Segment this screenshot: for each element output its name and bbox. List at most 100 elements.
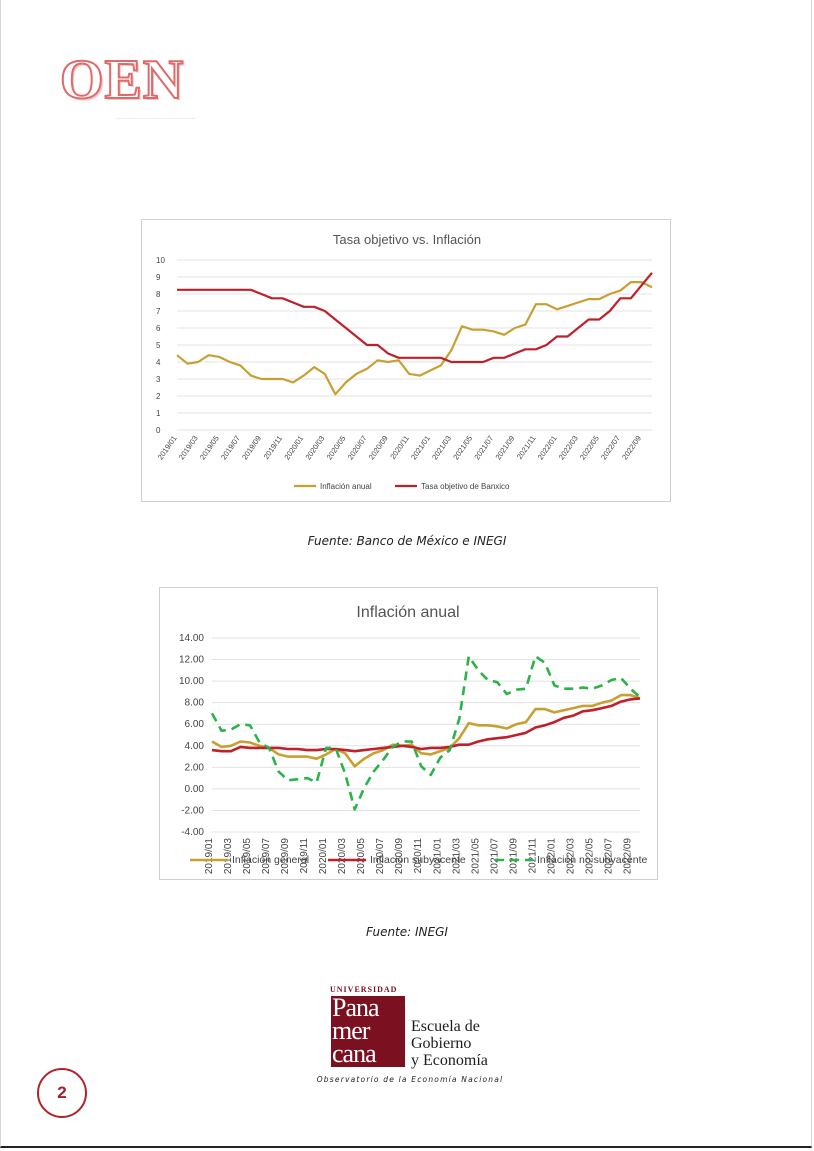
data-point bbox=[601, 685, 603, 687]
data-point bbox=[468, 744, 470, 746]
data-point bbox=[535, 303, 537, 305]
data-point bbox=[598, 298, 600, 300]
x-tick-label: 2022/03 bbox=[557, 434, 580, 461]
data-point bbox=[271, 297, 273, 299]
data-point bbox=[582, 710, 584, 712]
y-tick-label: -2.00 bbox=[181, 805, 204, 816]
data-point bbox=[354, 750, 356, 752]
data-point bbox=[411, 744, 413, 746]
data-point bbox=[211, 741, 213, 743]
data-point bbox=[420, 765, 422, 767]
x-tick-label: 2021/11 bbox=[527, 838, 538, 874]
data-point bbox=[411, 746, 413, 748]
data-point bbox=[630, 281, 632, 283]
data-point bbox=[506, 736, 508, 738]
data-point bbox=[514, 327, 516, 329]
data-point bbox=[592, 705, 594, 707]
data-point bbox=[373, 753, 375, 755]
logo-underline bbox=[116, 118, 196, 119]
y-tick-label: 6 bbox=[156, 324, 161, 333]
data-point bbox=[525, 348, 527, 350]
university-logo: Pana mer cana bbox=[331, 996, 405, 1067]
data-point bbox=[497, 737, 499, 739]
data-point bbox=[176, 289, 178, 291]
data-point bbox=[430, 357, 432, 359]
data-point bbox=[630, 297, 632, 299]
data-point bbox=[544, 725, 546, 727]
data-point bbox=[303, 306, 305, 308]
legend-label: Tasa objetivo de Banxico bbox=[421, 482, 510, 491]
data-point bbox=[297, 778, 299, 780]
y-tick-label: 3 bbox=[156, 375, 161, 384]
data-point bbox=[525, 688, 527, 690]
x-tick-label: 2019/09 bbox=[280, 838, 291, 875]
data-point bbox=[461, 361, 463, 363]
data-point bbox=[345, 382, 347, 384]
data-point bbox=[363, 758, 365, 760]
data-point bbox=[516, 723, 518, 725]
data-point bbox=[503, 334, 505, 336]
data-point bbox=[573, 707, 575, 709]
y-tick-label: 5 bbox=[156, 341, 161, 350]
data-point bbox=[563, 717, 565, 719]
data-point bbox=[408, 373, 410, 375]
data-point bbox=[611, 700, 613, 702]
data-point bbox=[592, 688, 594, 690]
y-tick-label: 7 bbox=[156, 307, 161, 316]
data-point bbox=[554, 712, 556, 714]
data-point bbox=[306, 777, 308, 779]
x-tick-label: 2021/11 bbox=[515, 434, 538, 461]
data-point bbox=[535, 656, 537, 658]
data-point bbox=[525, 324, 527, 326]
chart-inflacion-anual-svg: Inflación anual -4.00 -2.00 0.00 2.00 4.00 6.0… bbox=[179, 604, 648, 875]
data-point bbox=[268, 747, 270, 749]
x-tick-label: 2019/07 bbox=[261, 838, 272, 875]
series-line bbox=[210, 655, 641, 811]
y-tick-label: 4 bbox=[156, 358, 161, 367]
data-point bbox=[563, 709, 565, 711]
university-label: UNIVERSIDAD bbox=[330, 985, 398, 994]
data-point bbox=[356, 373, 358, 375]
data-point bbox=[468, 656, 470, 658]
data-point bbox=[506, 693, 508, 695]
data-point bbox=[651, 272, 653, 274]
data-point bbox=[573, 688, 575, 690]
data-point bbox=[197, 361, 199, 363]
data-point bbox=[240, 746, 242, 748]
data-point bbox=[250, 375, 252, 377]
data-point bbox=[458, 718, 460, 720]
x-tick-label: 2021/09 bbox=[493, 434, 516, 461]
x-tick-label: 2019/11 bbox=[262, 434, 285, 461]
y-tick-label: 8 bbox=[156, 290, 161, 299]
data-point bbox=[408, 357, 410, 359]
x-tick-label: 2019/03 bbox=[223, 838, 234, 875]
y-tick-label: 10.00 bbox=[179, 676, 204, 687]
observatory-name: Observatorio de la Economía Nacional bbox=[316, 1075, 504, 1084]
data-point bbox=[472, 361, 474, 363]
data-point bbox=[377, 344, 379, 346]
data-point bbox=[335, 394, 337, 396]
school-name: Escuela de Gobierno y Economía bbox=[411, 1018, 488, 1069]
x-tick-label: 2021/01 bbox=[409, 434, 432, 461]
data-point bbox=[278, 771, 280, 773]
y-tick-label: 0.00 bbox=[185, 784, 205, 795]
data-point bbox=[208, 289, 210, 291]
data-point bbox=[249, 725, 251, 727]
data-point bbox=[398, 357, 400, 359]
data-point bbox=[306, 756, 308, 758]
data-point bbox=[639, 696, 641, 698]
data-point bbox=[546, 303, 548, 305]
data-point bbox=[506, 728, 508, 730]
y-tick-label: 2 bbox=[156, 392, 161, 401]
data-point bbox=[611, 679, 613, 681]
data-point bbox=[478, 741, 480, 743]
x-tick-label: 2020/09 bbox=[394, 838, 405, 875]
school-line: Gobierno bbox=[411, 1035, 472, 1052]
data-point bbox=[271, 378, 273, 380]
data-point bbox=[411, 741, 413, 743]
y-tick-label: 6.00 bbox=[185, 719, 205, 730]
data-point bbox=[259, 742, 261, 744]
data-point bbox=[611, 705, 613, 707]
data-point bbox=[440, 357, 442, 359]
